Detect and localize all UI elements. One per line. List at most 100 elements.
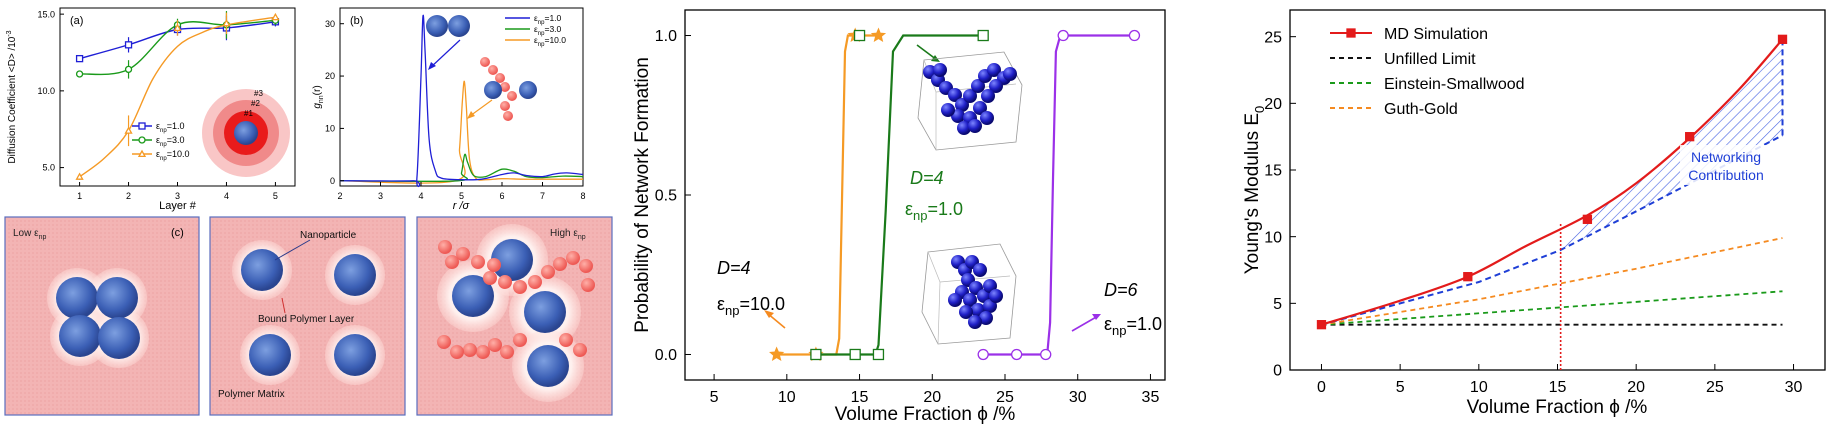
legend-entry: Guth-Gold — [1384, 101, 1458, 118]
dimer-arrow-head — [428, 62, 436, 70]
x-tick-label: 3 — [378, 191, 383, 201]
bridged-network-high — [437, 224, 595, 402]
dimer-illustration — [426, 15, 537, 121]
legend-marker — [138, 122, 146, 130]
svg-text:D=4: D=4 — [717, 258, 751, 278]
legend-entry: εnp=10.0 — [156, 149, 189, 162]
series-line — [815, 34, 984, 356]
x-tick-label: 20 — [1627, 379, 1645, 396]
x-tick-label: 10 — [778, 389, 796, 406]
data-point — [1777, 34, 1788, 44]
data-point — [124, 126, 133, 134]
inset-label-2: #2 — [251, 99, 260, 108]
y-tick-label: 10.0 — [37, 86, 55, 96]
legend-marker — [138, 136, 146, 144]
inset-label-3: #3 — [254, 89, 263, 98]
panel-d-xlabel: Volume Fraction ϕ /% — [835, 404, 1016, 425]
y-tick-label: 0.5 — [655, 188, 677, 205]
panel-b-xlabel: r /σ — [453, 200, 470, 212]
x-tick-label: 6 — [499, 191, 504, 201]
series-line — [776, 34, 879, 356]
bound-layer-label: Bound Polymer Layer — [258, 314, 355, 325]
x-tick-label: 1 — [77, 191, 82, 201]
data-point — [810, 348, 822, 361]
bridge-arrow-head — [467, 111, 475, 119]
x-tick-label: 5 — [273, 191, 278, 201]
series-line — [339, 153, 584, 183]
y-tick-label: 15 — [1264, 163, 1282, 180]
data-point — [1010, 348, 1023, 361]
data-point — [870, 27, 887, 43]
legend-entry: εnp=1.0 — [534, 13, 562, 26]
legend-entry: εnp=3.0 — [156, 135, 184, 148]
svg-text:D=4: D=4 — [910, 168, 944, 188]
legend-marker — [1346, 28, 1356, 38]
annotation-d4-eps10: D=4 εnp=10.0 — [717, 258, 786, 329]
x-tick-label: 20 — [923, 389, 941, 406]
panel-a-xlabel: Layer # — [159, 200, 197, 212]
legend-marker — [137, 149, 147, 158]
data-point — [124, 41, 133, 49]
panel-e: 0 5 10 15 20 25 30 0 5 10 15 20 25 Volume Fraction ϕ… — [1242, 9, 1826, 418]
y-tick-label: 20 — [1264, 96, 1282, 113]
y-tick-label: 5.0 — [42, 163, 55, 173]
svg-text:Networking: Networking — [1691, 149, 1761, 165]
legend-entry: Einstein-Smallwood — [1384, 76, 1525, 93]
panel-d-frame — [684, 9, 1166, 381]
data-point — [872, 348, 885, 361]
panel-e-legend: MD Simulation Unfilled Limit Einstein-Smal… — [1330, 26, 1525, 118]
legend-entry: εnp=3.0 — [534, 24, 562, 37]
nanoparticle-cluster-low — [47, 268, 149, 368]
y-tick-label: 5 — [1273, 296, 1282, 313]
data-point — [75, 54, 84, 63]
x-tick-label: 15 — [851, 389, 869, 406]
x-tick-label: 25 — [996, 389, 1014, 406]
panel-a-ylabel-group: Diffusion Coefficient <D> /10-3 — [6, 30, 18, 163]
panel-b-label: (b) — [350, 15, 363, 27]
bound-layer-pointer — [281, 297, 286, 314]
x-tick-label: 5 — [1396, 379, 1405, 396]
x-tick-label: 3 — [175, 191, 180, 201]
series-line — [339, 80, 583, 184]
data-point — [222, 19, 231, 27]
network-cluster-top — [917, 51, 1023, 151]
x-tick-label: 35 — [1142, 389, 1160, 406]
legend-entry: MD Simulation — [1384, 26, 1488, 43]
svg-text:εnp=1.0: εnp=1.0 — [905, 199, 963, 223]
panel-e-ylabel: Young's Modulus E0 — [1242, 106, 1267, 275]
svg-text:D=6: D=6 — [1104, 280, 1139, 300]
svg-text:εnp=1.0: εnp=1.0 — [1104, 314, 1162, 338]
data-point — [769, 346, 785, 361]
x-tick-label: 4 — [224, 191, 229, 201]
dimer-arrow — [429, 39, 461, 69]
x-tick-label: 5 — [710, 389, 719, 406]
series-line — [1321, 290, 1783, 326]
data-point — [1316, 320, 1327, 330]
data-point — [271, 12, 280, 21]
panel-c-schematic: Low εnp (c) Nanoparticle Bound Poly — [4, 216, 613, 416]
nanoparticle-pointer — [274, 239, 311, 261]
y-tick-label: 0 — [330, 176, 335, 186]
panel-a: (a) 1 2 3 4 5 5.0 10.0 15.0 Layer # Diffusion C… — [6, 7, 296, 212]
y-tick-label: 20 — [325, 71, 335, 81]
x-tick-label: 15 — [1549, 379, 1567, 396]
y-tick-label: 10 — [325, 124, 335, 134]
panel-e-xlabel: Volume Fraction ϕ /% — [1467, 397, 1648, 418]
panel-d-ylabel: Probability of Network Formation — [632, 57, 653, 333]
data-point — [1057, 29, 1069, 42]
legend-entry: εnp=10.0 — [534, 35, 566, 48]
x-tick-label: 2 — [126, 191, 131, 201]
data-point — [173, 23, 182, 31]
data-point — [849, 348, 861, 361]
panel-d: 5 10 15 20 25 30 35 0.0 0.5 1.0 Volume Fraction ϕ… — [632, 9, 1166, 425]
legend-entry: εnp=1.0 — [156, 121, 184, 134]
network-cluster-bottom — [921, 243, 1017, 345]
series-line — [1321, 237, 1783, 326]
data-point — [1685, 132, 1695, 142]
data-point — [1463, 272, 1473, 282]
y-tick-label: 15.0 — [37, 9, 55, 19]
data-point — [853, 29, 866, 42]
